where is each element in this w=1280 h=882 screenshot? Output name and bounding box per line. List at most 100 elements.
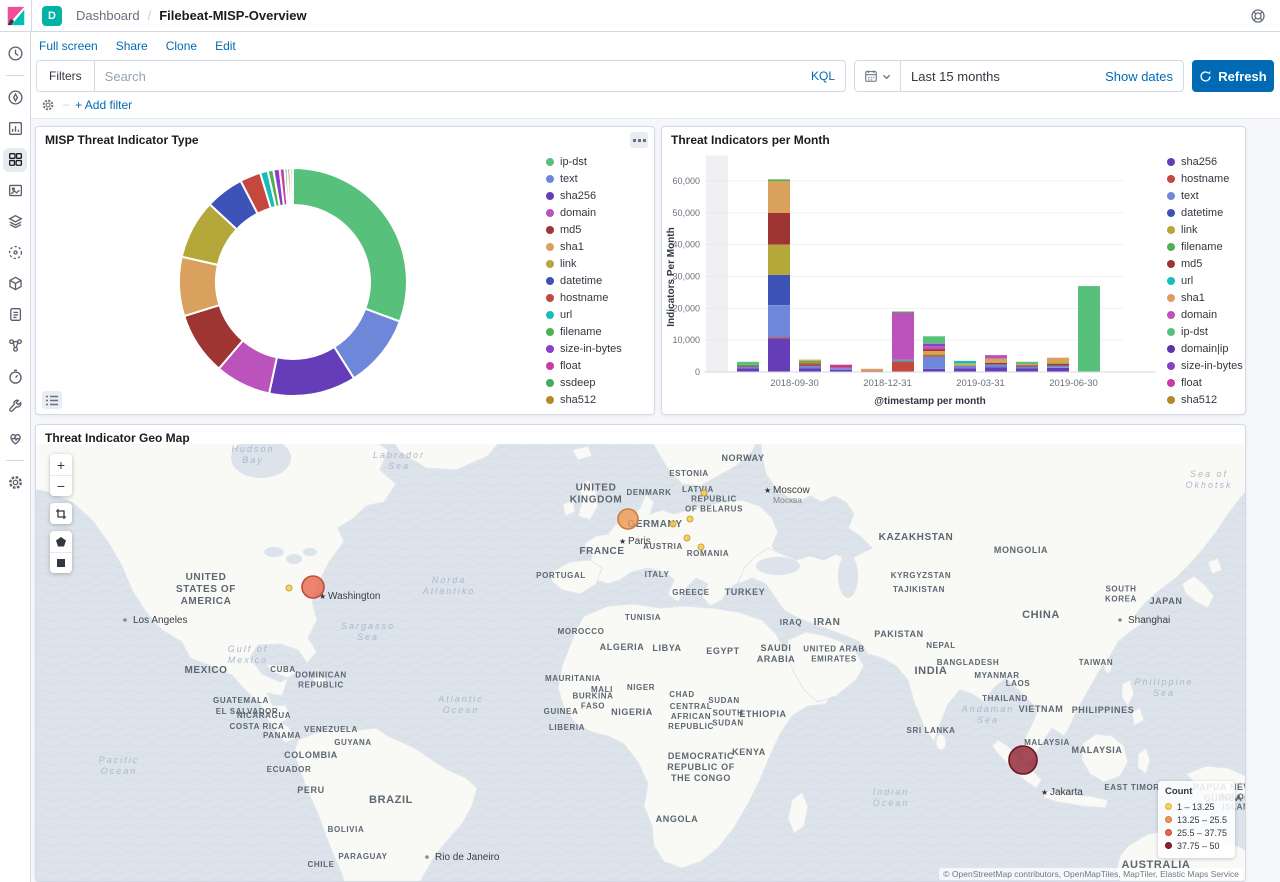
- bar-segment-sha256[interactable]: [737, 368, 759, 372]
- sidebar-item-maps[interactable]: [3, 210, 27, 234]
- bar-segment-md5[interactable]: [737, 365, 759, 367]
- kql-button[interactable]: KQL: [810, 69, 835, 83]
- bar-segment-ip-dst[interactable]: [923, 336, 945, 344]
- map-polygon-draw-button[interactable]: [50, 531, 72, 552]
- donut-slice-other[interactable]: [289, 166, 294, 207]
- bar-segment-sha256[interactable]: [830, 369, 852, 372]
- sidebar-item-discover[interactable]: [3, 86, 27, 110]
- bar-legend-item-url[interactable]: url: [1167, 272, 1245, 289]
- sidebar-item-recently-viewed[interactable]: [3, 42, 27, 66]
- bar-legend-item-filename[interactable]: filename: [1167, 238, 1245, 255]
- kibana-logo[interactable]: [0, 0, 32, 32]
- bar-segment-_incomplete[interactable]: [706, 155, 728, 373]
- bar-legend-item-datetime[interactable]: datetime: [1167, 204, 1245, 221]
- donut-legend-item-datetime[interactable]: datetime: [546, 272, 652, 289]
- bar-segment-sha256[interactable]: [799, 368, 821, 373]
- bar-legend-item-sha256[interactable]: sha256: [1167, 153, 1245, 170]
- donut-legend-item-link[interactable]: link: [546, 255, 652, 272]
- sidebar-item-visualize[interactable]: [3, 117, 27, 141]
- bar-legend-item-hostname[interactable]: hostname: [1167, 170, 1245, 187]
- map-point-small[interactable]: [697, 543, 705, 551]
- bar-segment-domain[interactable]: [830, 366, 852, 369]
- bar-segment-text[interactable]: [1047, 365, 1069, 368]
- map-bounding-box-filter-button[interactable]: [50, 503, 72, 524]
- map-point-small[interactable]: [285, 584, 293, 592]
- bar-segment-md5[interactable]: [799, 363, 821, 365]
- bar-segment-text[interactable]: [768, 305, 790, 338]
- bar-segment-text[interactable]: [892, 359, 914, 361]
- bar-legend-item[interactable]: [1167, 408, 1245, 413]
- bar-segment-sha1[interactable]: [768, 181, 790, 213]
- bar-legend-item-text[interactable]: text: [1167, 187, 1245, 204]
- filter-options-gear-icon[interactable]: [39, 96, 57, 114]
- bar-segment-hostname[interactable]: [861, 370, 883, 372]
- sidebar-item-management[interactable]: [3, 471, 27, 495]
- panel-options-button[interactable]: [630, 132, 648, 148]
- bar-segment-filename[interactable]: [799, 360, 821, 363]
- donut-legend-item-ssdeep[interactable]: ssdeep: [546, 374, 652, 391]
- bar-segment-sha1[interactable]: [799, 359, 821, 361]
- bar-segment-text[interactable]: [923, 356, 945, 369]
- bar-segment-url[interactable]: [954, 360, 976, 364]
- sidebar-item-infrastructure[interactable]: [3, 272, 27, 296]
- bar-segment-ip-dst[interactable]: [1016, 361, 1038, 364]
- sidebar-item-apm[interactable]: [3, 334, 27, 358]
- bar-segment-sha256[interactable]: [954, 368, 976, 372]
- bar-segment-md5[interactable]: [768, 212, 790, 245]
- show-dates-button[interactable]: Show dates: [1105, 68, 1173, 84]
- bar-legend-item-size-in-bytes[interactable]: size-in-bytes: [1167, 357, 1245, 374]
- bar-segment-hostname[interactable]: [799, 364, 821, 366]
- bar-segment-hostname[interactable]: [923, 355, 945, 357]
- bar-segment-sha256[interactable]: [1047, 367, 1069, 372]
- breadcrumb-dashboard[interactable]: Dashboard: [76, 8, 140, 23]
- bar-segment-link[interactable]: [985, 361, 1007, 363]
- bar-segment-link[interactable]: [923, 353, 945, 356]
- map-point-small[interactable]: [700, 489, 708, 497]
- bar-segment-sha1[interactable]: [923, 351, 945, 354]
- bar-segment-float[interactable]: [830, 364, 852, 366]
- sidebar-item-dev-tools[interactable]: [3, 396, 27, 420]
- search-input[interactable]: Search KQL: [95, 61, 845, 91]
- bar-segment-filename[interactable]: [737, 364, 759, 366]
- bar-segment-text[interactable]: [799, 366, 821, 369]
- donut-slice-sha1[interactable]: [177, 255, 221, 318]
- time-range-value[interactable]: Last 15 months: [911, 68, 1000, 84]
- sidebar-item-stack-monitoring[interactable]: [3, 427, 27, 451]
- sidebar-item-machine-learning[interactable]: [3, 241, 27, 265]
- donut-legend-item[interactable]: [546, 408, 652, 413]
- bar-segment-text[interactable]: [985, 364, 1007, 368]
- bar-segment-sha256[interactable]: [985, 367, 1007, 372]
- map-bubble-us-east-coast[interactable]: [301, 575, 325, 599]
- map-point-small[interactable]: [683, 534, 691, 542]
- bar-legend-item-float[interactable]: float: [1167, 374, 1245, 391]
- sidebar-item-dashboard[interactable]: [3, 147, 27, 172]
- bar-segment-md5[interactable]: [1016, 365, 1038, 367]
- donut-legend-item-md5[interactable]: md5: [546, 221, 652, 238]
- donut-legend-item-sha256[interactable]: sha256: [546, 187, 652, 204]
- bar-segment-text[interactable]: [954, 366, 976, 369]
- bar-segment-domain[interactable]: [985, 355, 1007, 359]
- geo-map[interactable]: UNITED STATES OF AMERICA MEXICO CUBA DOMINICA…: [36, 433, 1245, 881]
- sidebar-item-canvas[interactable]: [3, 179, 27, 203]
- bar-segment-hostname[interactable]: [830, 366, 852, 367]
- bar-segment-sha1[interactable]: [1016, 364, 1038, 366]
- donut-legend-item-float[interactable]: float: [546, 357, 652, 374]
- map-zoom-in-button[interactable]: +: [50, 454, 72, 475]
- bar-segment-md5[interactable]: [923, 349, 945, 351]
- bar-segment-domain[interactable]: [892, 312, 914, 360]
- legend-toggle-button[interactable]: [42, 391, 62, 409]
- clone-link[interactable]: Clone: [165, 39, 198, 53]
- bar-segment-hostname[interactable]: [768, 337, 790, 339]
- bar-segment-sha1[interactable]: [861, 368, 883, 371]
- bar-segment-domain[interactable]: [923, 346, 945, 350]
- calendar-dropdown-button[interactable]: [855, 61, 901, 91]
- map-rectangle-draw-button[interactable]: [50, 552, 72, 573]
- bar-segment-link[interactable]: [768, 244, 790, 275]
- donut-legend-item-size-in-bytes[interactable]: size-in-bytes: [546, 340, 652, 357]
- bar-legend-item-sha1[interactable]: sha1: [1167, 289, 1245, 306]
- sidebar-item-logs[interactable]: [3, 303, 27, 327]
- bar-segment-link[interactable]: [954, 364, 976, 366]
- bar-segment-md5[interactable]: [985, 362, 1007, 365]
- donut-legend-item-sha1[interactable]: sha1: [546, 238, 652, 255]
- donut-legend-item-text[interactable]: text: [546, 170, 652, 187]
